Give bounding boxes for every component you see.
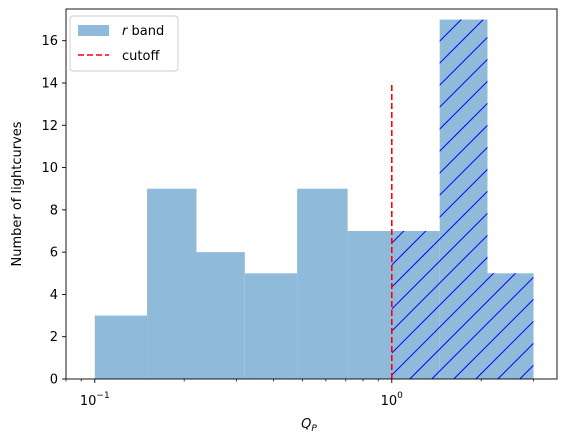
bar-6	[398, 231, 440, 379]
bar-3	[244, 273, 298, 379]
bar-0	[94, 315, 148, 379]
legend-label-r-band: r band	[122, 24, 164, 39]
y-tick-label: 6	[50, 246, 58, 261]
plot-frame	[65, 8, 558, 380]
bar-4	[297, 188, 348, 379]
y-axis-label: Number of lightcurves	[10, 121, 25, 266]
hatch-line	[542, 9, 567, 379]
x-tick-label: 10−1	[80, 391, 110, 409]
x-tick-label: 100	[381, 391, 404, 409]
bar-8	[487, 273, 534, 379]
hatch-line	[431, 19, 534, 379]
hatch-line	[391, 19, 534, 379]
y-axis-ticks: 0 2 4 6 8 10 12 14 16	[41, 34, 66, 388]
y-tick-label: 2	[50, 330, 58, 345]
legend-swatch-r-band	[78, 25, 109, 36]
y-tick-label: 8	[50, 203, 58, 218]
y-tick-label: 12	[41, 119, 58, 134]
hatch-line	[453, 19, 534, 379]
hatch-line	[391, 19, 534, 379]
bar-1	[147, 188, 197, 379]
y-tick-label: 16	[41, 34, 58, 49]
hatch-line	[391, 19, 534, 379]
x-axis-label: QP	[301, 417, 317, 434]
legend-label-cutoff: cutoff	[122, 49, 160, 64]
hatch-line	[391, 19, 534, 379]
y-tick-label: 4	[50, 288, 58, 303]
hatch-line	[409, 19, 534, 379]
bar-5	[347, 231, 399, 379]
hatch-line	[391, 19, 517, 379]
y-tick-label: 0	[50, 373, 58, 388]
hatch-line	[391, 19, 534, 379]
legend: r band cutoff	[69, 15, 179, 72]
bar-2	[196, 252, 245, 379]
y-tick-label: 14	[41, 77, 58, 92]
histogram-bars	[94, 19, 534, 379]
hatch-line	[391, 19, 534, 379]
y-tick-label: 10	[41, 161, 58, 176]
x-axis-ticks: 10−1 100	[65, 379, 534, 409]
